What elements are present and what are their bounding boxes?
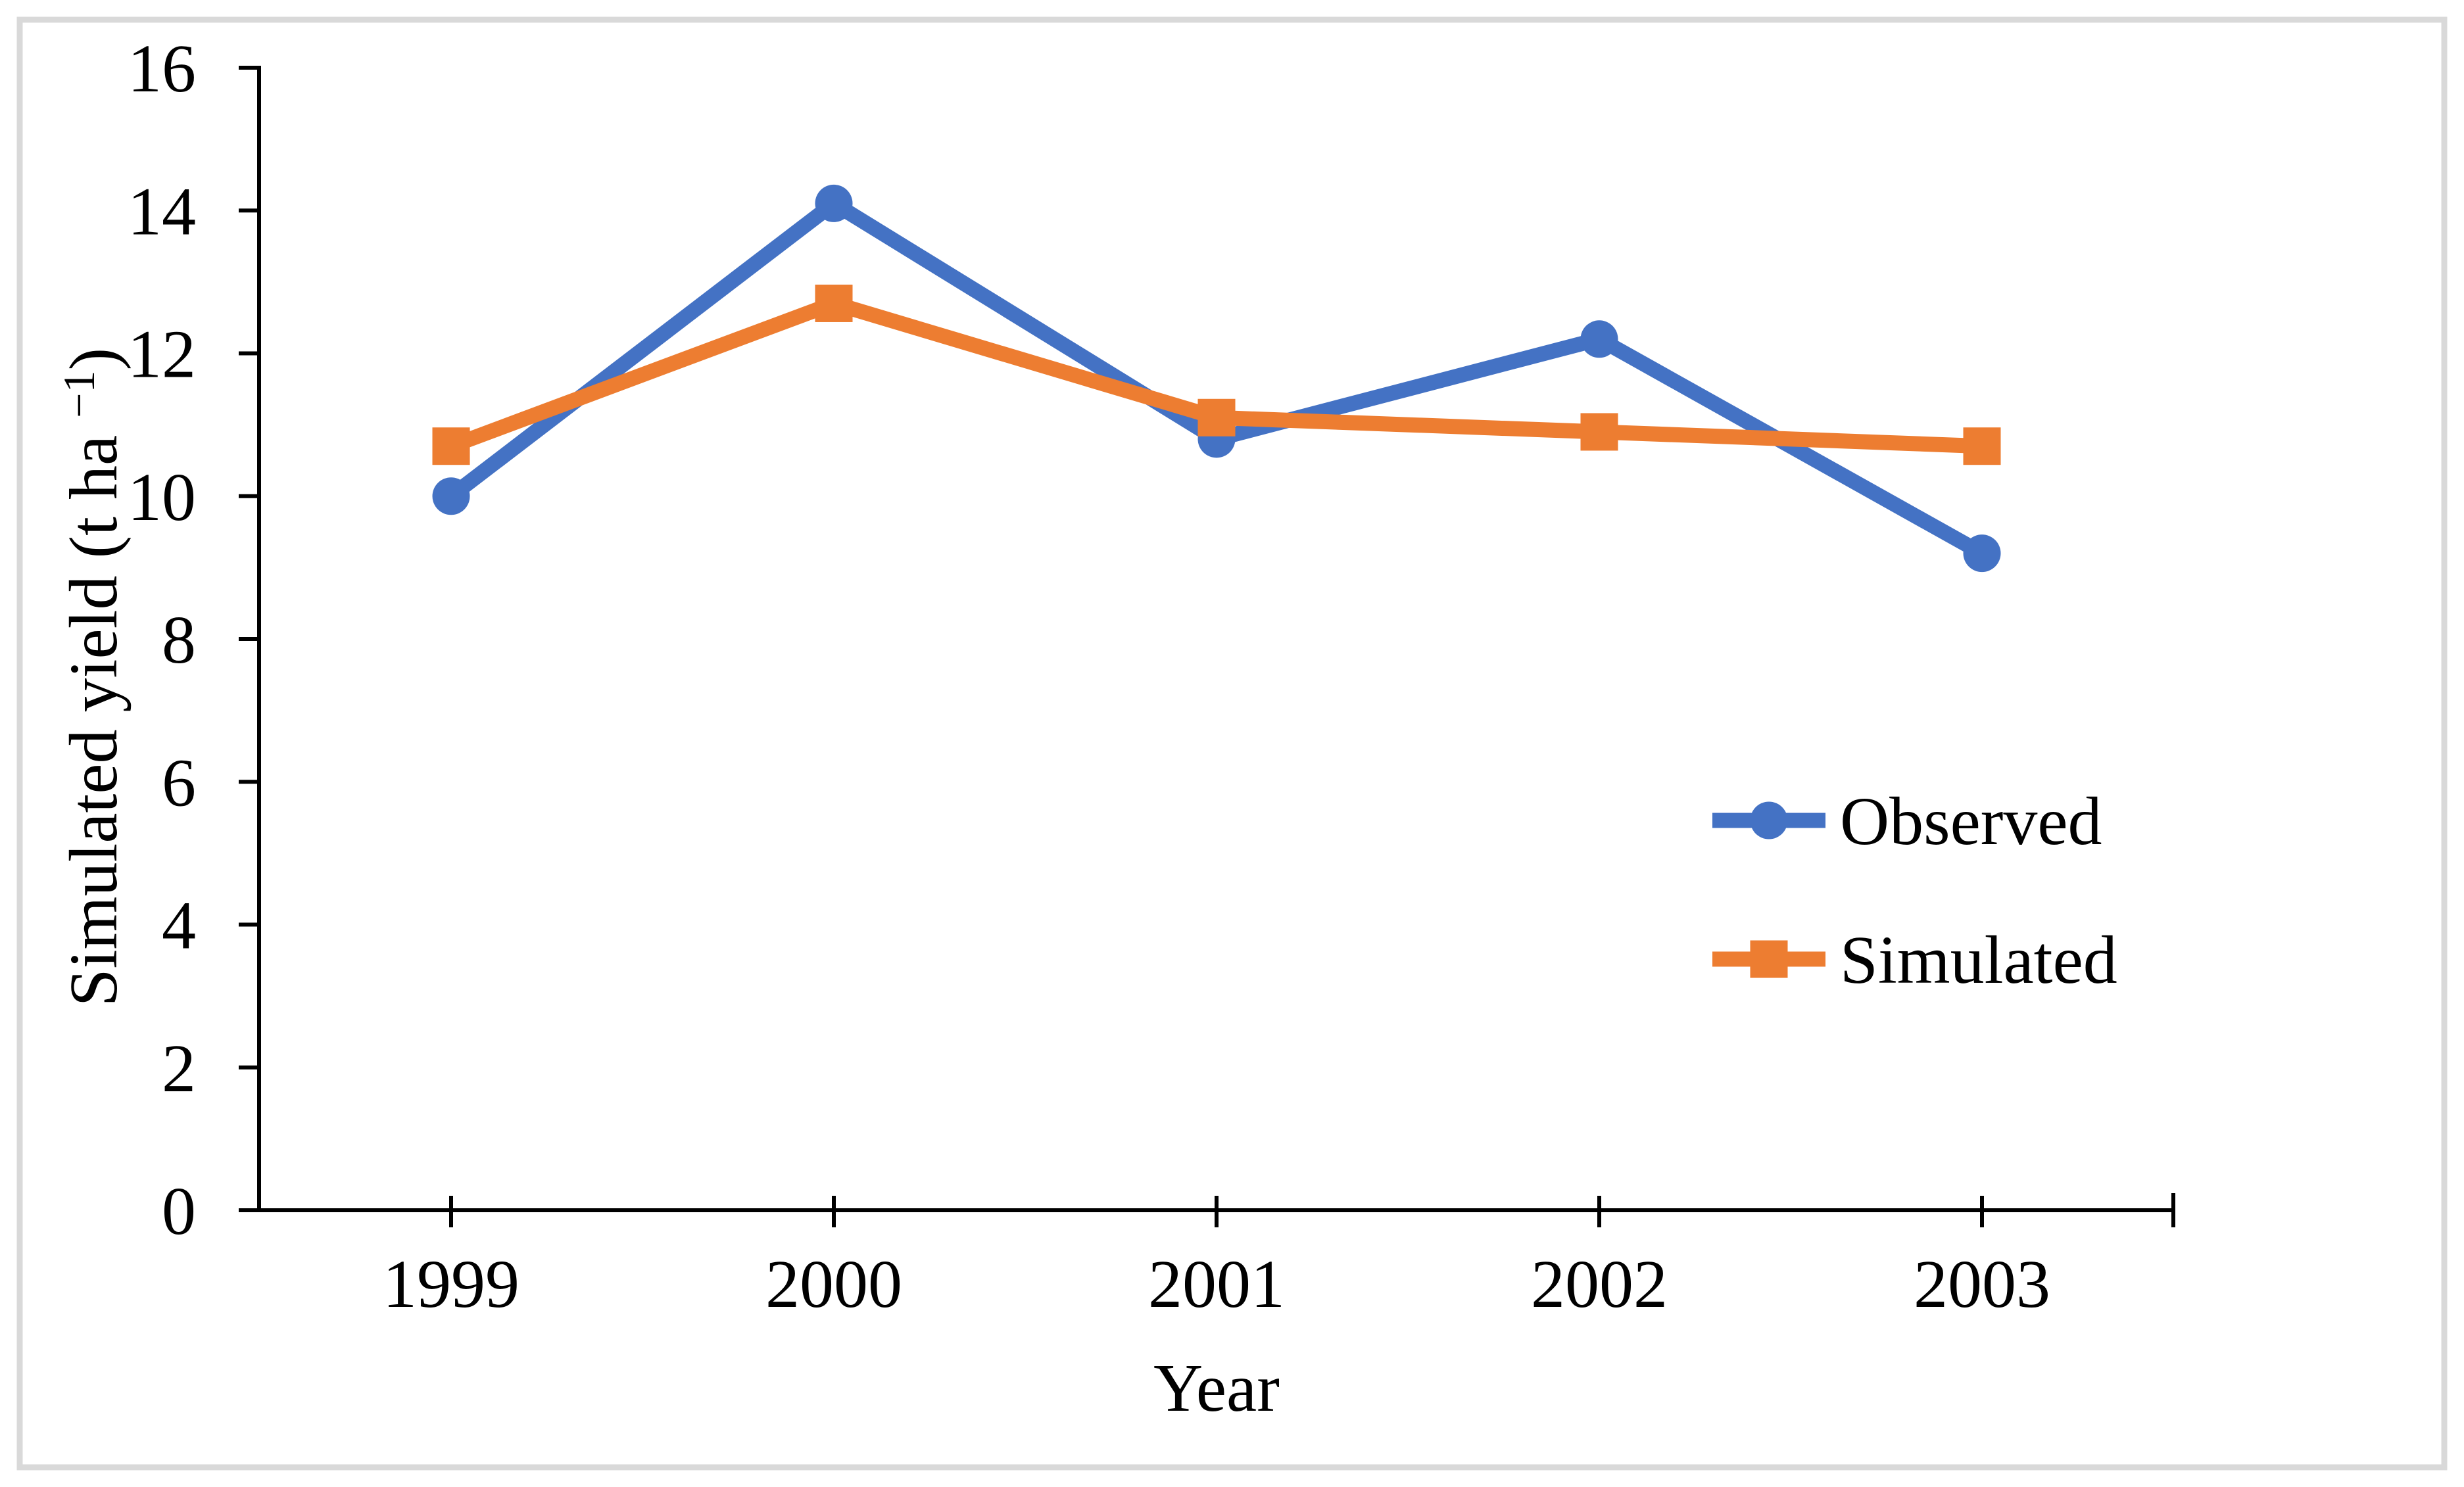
- observed-marker: [1580, 320, 1618, 358]
- simulated-marker: [815, 284, 853, 322]
- x-tick-label: 2001: [1148, 1246, 1285, 1322]
- y-tick-label: 16: [128, 31, 196, 106]
- y-tick-label: 0: [162, 1173, 196, 1249]
- simulated-marker: [432, 427, 470, 465]
- simulated-marker: [1963, 427, 2001, 465]
- x-axis-title: Year: [1153, 1350, 1280, 1426]
- y-axis-title: Simulated yield (t ha −1): [54, 348, 132, 1006]
- x-tick-label: 1999: [383, 1246, 519, 1322]
- x-tick-label: 2003: [1914, 1246, 2050, 1322]
- x-tick-label: 2000: [765, 1246, 902, 1322]
- y-tick-label: 8: [162, 602, 196, 678]
- observed-marker: [1963, 534, 2001, 573]
- legend-label: Observed: [1840, 784, 2102, 859]
- legend-circle-marker: [1750, 801, 1788, 839]
- x-tick-label: 2002: [1531, 1246, 1668, 1322]
- simulated-marker: [1580, 413, 1618, 451]
- legend-entry: Observed: [1712, 784, 2102, 859]
- figure-border: [16, 16, 2448, 1471]
- observed-marker: [815, 184, 853, 222]
- simulated-marker: [1197, 398, 1236, 437]
- y-tick-label: 6: [162, 745, 196, 820]
- y-tick-label: 12: [128, 317, 196, 392]
- y-tick-label: 4: [162, 888, 196, 964]
- legend-entry: Simulated: [1712, 922, 2117, 998]
- legend-label: Simulated: [1840, 922, 2117, 998]
- y-tick-label: 2: [162, 1031, 196, 1106]
- observed-marker: [432, 477, 470, 515]
- y-tick-label: 10: [128, 460, 196, 535]
- legend-square-marker: [1750, 940, 1788, 978]
- y-tick-label: 14: [128, 174, 196, 249]
